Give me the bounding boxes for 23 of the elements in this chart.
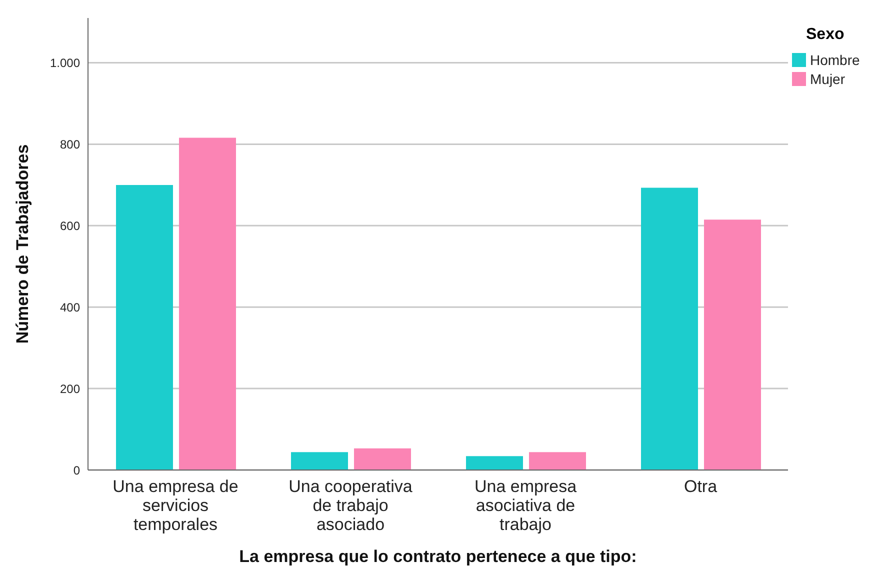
bar (466, 456, 523, 470)
y-tick-label: 0 (73, 463, 80, 478)
bar (179, 138, 236, 470)
y-tick-label: 200 (60, 382, 80, 396)
bar (641, 188, 698, 470)
y-axis-title: Número de Trabajadores (13, 144, 32, 344)
x-tick-label: Una cooperativa de trabajo asociado (288, 477, 413, 534)
x-tick-label: Una empresa asociativa de trabajo (474, 477, 578, 534)
y-tick-label: 800 (60, 137, 80, 152)
bar (704, 220, 761, 470)
bar (291, 452, 348, 470)
x-axis-title: La empresa que lo contrato pertenece a que tipo: (239, 547, 637, 566)
bar (116, 184, 173, 470)
bar (354, 448, 411, 470)
y-tick-label: 400 (60, 300, 80, 314)
bar (529, 452, 586, 470)
legend-label: Hombre (809, 50, 861, 69)
y-tick-label: 1.000 (50, 56, 80, 70)
x-tick-label: Otra (684, 477, 718, 496)
legend-label: Mujer (809, 70, 846, 88)
x-tick-label: Una empresa de servicios temporales (112, 477, 238, 534)
y-tick-label: 600 (60, 218, 80, 233)
legend-title: Sexo (806, 26, 846, 44)
